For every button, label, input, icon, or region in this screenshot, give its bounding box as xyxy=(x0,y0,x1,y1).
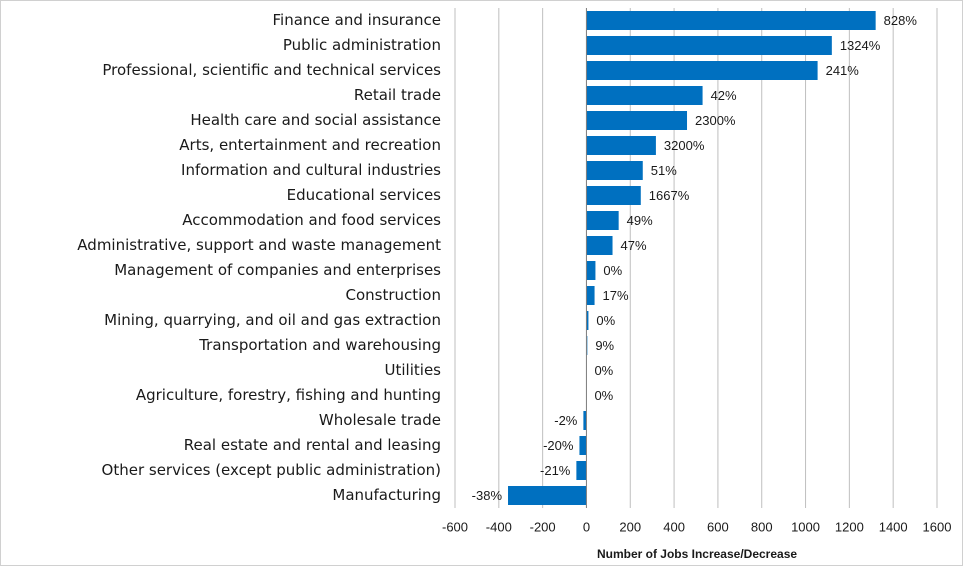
bar xyxy=(586,236,613,255)
value-label: 0% xyxy=(596,313,615,328)
x-tick-label: -400 xyxy=(486,519,512,534)
x-tick-label: -200 xyxy=(530,519,556,534)
x-tick-label: -600 xyxy=(442,519,468,534)
bar xyxy=(586,86,703,105)
bar xyxy=(586,61,818,80)
x-tick-label: 800 xyxy=(751,519,773,534)
y-tick-label: Construction xyxy=(345,286,441,304)
y-tick-label: Finance and insurance xyxy=(273,11,441,29)
value-label: 828% xyxy=(884,13,918,28)
bar xyxy=(586,211,619,230)
y-tick-label: Manufacturing xyxy=(332,486,441,504)
bar xyxy=(586,36,832,55)
y-tick-label: Utilities xyxy=(385,361,442,379)
x-tick-label: 200 xyxy=(619,519,641,534)
x-axis-title: Number of Jobs Increase/Decrease xyxy=(597,547,797,561)
x-tick-label: 400 xyxy=(663,519,685,534)
value-label: 51% xyxy=(651,163,677,178)
value-label: -20% xyxy=(543,438,574,453)
y-tick-label: Management of companies and enterprises xyxy=(114,261,441,279)
y-tick-label: Transportation and warehousing xyxy=(198,336,441,354)
y-tick-label: Administrative, support and waste manage… xyxy=(77,236,441,254)
value-label: 2300% xyxy=(695,113,736,128)
value-label: 1324% xyxy=(840,38,881,53)
value-label: 17% xyxy=(603,288,629,303)
bar xyxy=(586,311,589,330)
value-label: 42% xyxy=(711,88,737,103)
bar xyxy=(586,136,656,155)
bar xyxy=(586,161,643,180)
y-tick-label: Retail trade xyxy=(354,86,441,104)
x-tick-label: 0 xyxy=(583,519,590,534)
value-label: 9% xyxy=(595,338,614,353)
y-tick-label: Wholesale trade xyxy=(319,411,441,429)
x-tick-label: 1600 xyxy=(923,519,952,534)
value-label: 47% xyxy=(621,238,647,253)
y-tick-label: Public administration xyxy=(283,36,441,54)
y-tick-label: Accommodation and food services xyxy=(182,211,441,229)
bar xyxy=(586,186,641,205)
x-tick-label: 1200 xyxy=(835,519,864,534)
value-label: 0% xyxy=(594,363,613,378)
y-tick-label: Real estate and rental and leasing xyxy=(184,436,441,454)
value-label: 1667% xyxy=(649,188,690,203)
value-label: 0% xyxy=(603,263,622,278)
y-tick-label: Professional, scientific and technical s… xyxy=(102,61,441,79)
bar xyxy=(508,486,587,505)
bar xyxy=(576,461,587,480)
bar xyxy=(586,11,876,30)
value-label: 3200% xyxy=(664,138,705,153)
value-label: -2% xyxy=(554,413,578,428)
bar xyxy=(583,411,587,430)
value-label: 49% xyxy=(627,213,653,228)
y-tick-label: Information and cultural industries xyxy=(181,161,441,179)
y-tick-label: Other services (except public administra… xyxy=(102,461,441,479)
bar xyxy=(586,261,596,280)
y-tick-label: Educational services xyxy=(287,186,442,204)
value-label: 0% xyxy=(594,388,613,403)
bar xyxy=(579,436,587,455)
y-tick-label: Mining, quarrying, and oil and gas extra… xyxy=(104,311,441,329)
y-tick-label: Health care and social assistance xyxy=(190,111,441,129)
value-label: 241% xyxy=(826,63,860,78)
bar xyxy=(586,111,688,130)
x-tick-label: 1400 xyxy=(879,519,908,534)
bar xyxy=(586,286,595,305)
value-label: -38% xyxy=(472,488,503,503)
value-label: -21% xyxy=(540,463,571,478)
x-tick-label: 1000 xyxy=(791,519,820,534)
y-tick-label: Arts, entertainment and recreation xyxy=(179,136,441,154)
x-tick-label: 600 xyxy=(707,519,729,534)
y-tick-label: Agriculture, forestry, fishing and hunti… xyxy=(136,386,441,404)
